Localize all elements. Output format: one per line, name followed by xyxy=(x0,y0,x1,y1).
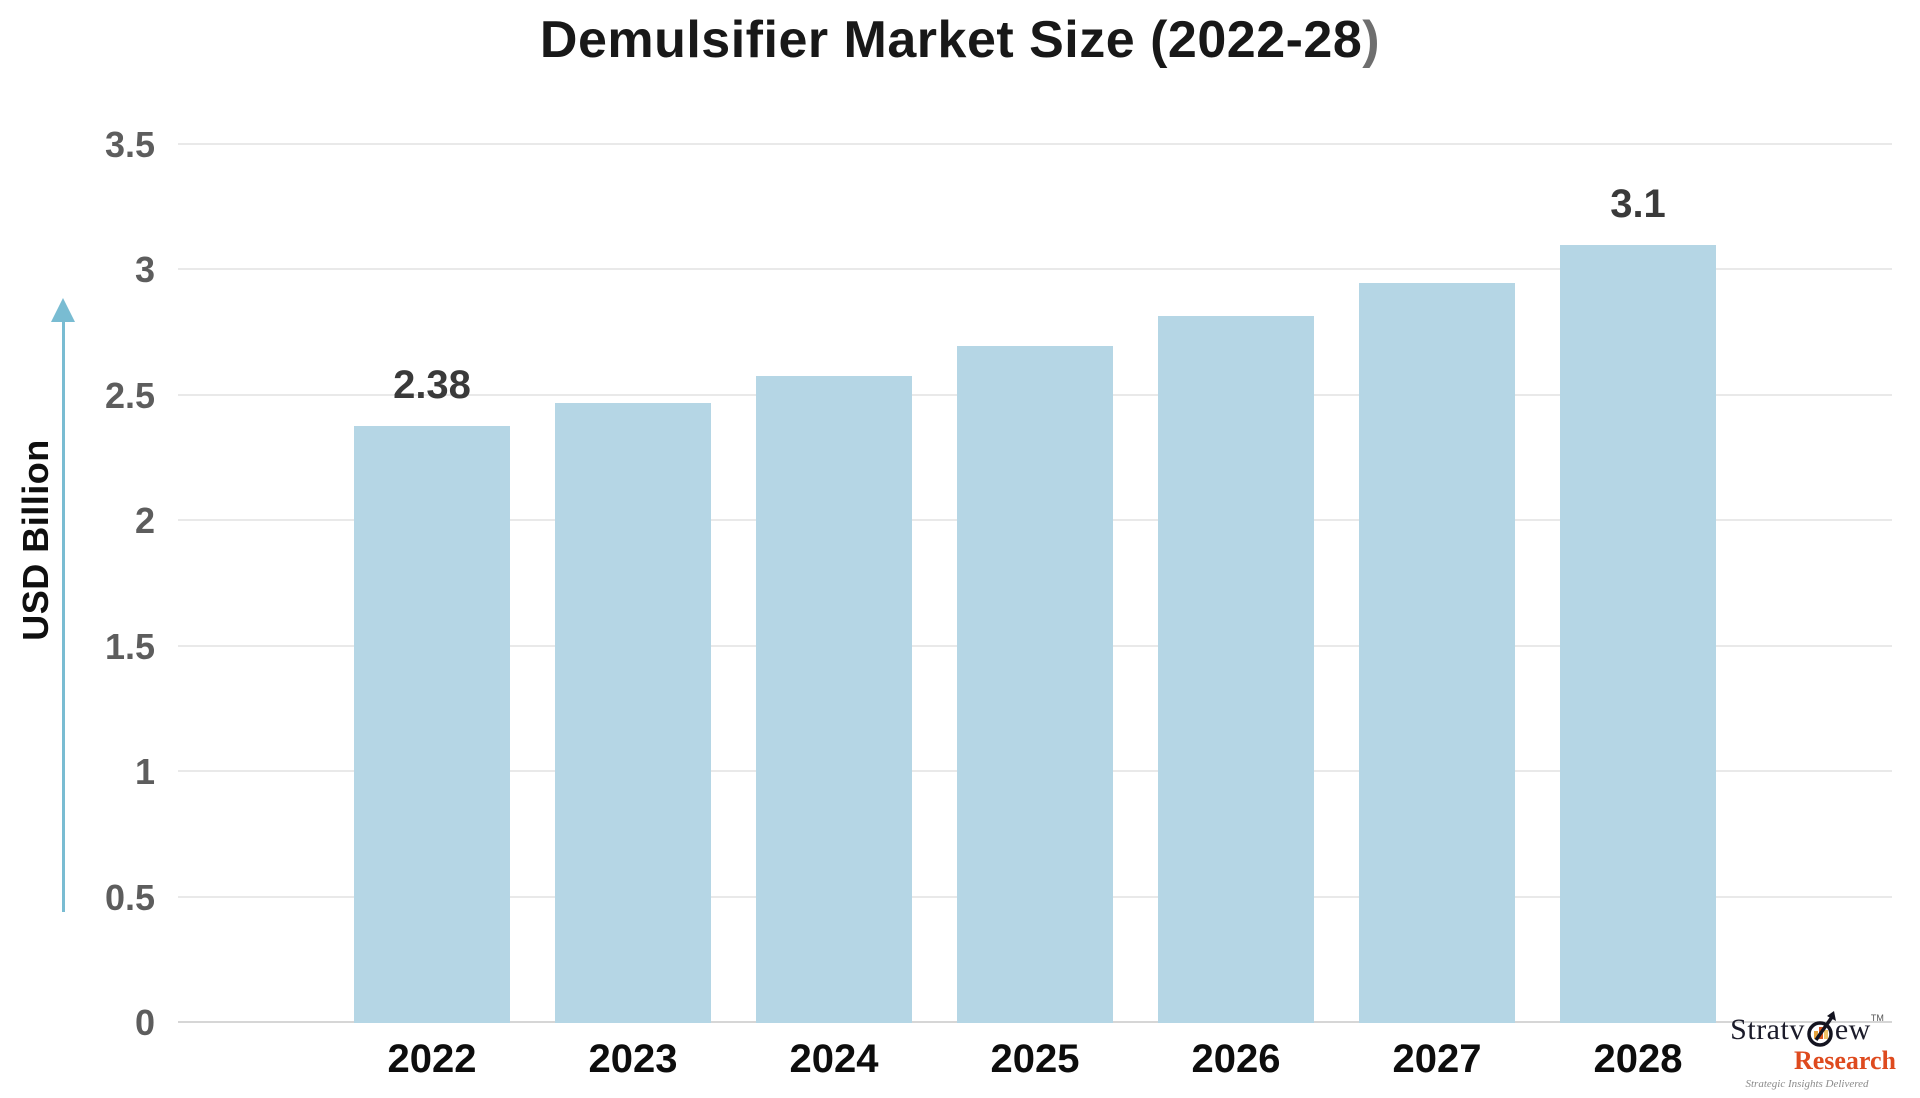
arrow-head-icon xyxy=(51,298,75,322)
y-tick-label-0.5: 0.5 xyxy=(104,876,155,918)
bar-value-label-2028: 3.1 xyxy=(1610,182,1666,227)
y-tick-label-1.5: 1.5 xyxy=(104,625,155,667)
chart-title-closing-paren: ) xyxy=(1362,11,1381,69)
stratview-logo: Stratv ew TM Research Strategic Insights… xyxy=(1712,1011,1902,1090)
bar-2026 xyxy=(1158,315,1314,1023)
y-tick-label-2: 2 xyxy=(134,500,155,542)
logo-brand-text-left: Stratv xyxy=(1730,1013,1805,1046)
logo-tagline: Strategic Insights Delivered xyxy=(1745,1078,1869,1090)
bar-value-label-2022: 2.38 xyxy=(393,362,471,407)
x-category-label-2025: 2025 xyxy=(990,1037,1080,1081)
x-category-label-2026: 2026 xyxy=(1191,1037,1281,1081)
gridline-y-3.5 xyxy=(178,143,1892,145)
bar-2025 xyxy=(957,345,1113,1023)
bar-2024 xyxy=(756,375,912,1023)
gridline-y-3 xyxy=(178,268,1892,271)
x-category-label-2024: 2024 xyxy=(789,1037,879,1081)
bar-2022 xyxy=(354,425,510,1023)
y-tick-label-3.5: 3.5 xyxy=(104,124,155,165)
bar-2023 xyxy=(555,403,711,1023)
plot-area: 2.38 2022 2023 2024 2025 2026 2027 3.1 2028 xyxy=(178,143,1892,1081)
arrow-line xyxy=(62,320,65,912)
y-tick-label-2.5: 2.5 xyxy=(104,374,155,416)
x-category-label-2027: 2027 xyxy=(1392,1037,1482,1081)
logo-brand-text-right: ew xyxy=(1834,1013,1871,1046)
bar-2027 xyxy=(1359,282,1515,1023)
chart-title-text: Demulsifier Market Size (2022-28 xyxy=(539,11,1363,69)
x-category-label-2022: 2022 xyxy=(387,1037,477,1081)
trademark-symbol: TM xyxy=(1870,1013,1884,1023)
y-tick-label-3: 3 xyxy=(134,249,155,291)
magnifier-arrow-icon xyxy=(1803,1011,1837,1047)
logo-product-text: Research xyxy=(1793,1046,1896,1075)
x-category-label-2028: 2028 xyxy=(1593,1037,1683,1081)
y-tick-label-1: 1 xyxy=(134,751,155,793)
x-category-label-2023: 2023 xyxy=(588,1037,678,1081)
chart-title: Demulsifier Market Size (2022-28) xyxy=(0,10,1920,70)
bar-2028 xyxy=(1560,245,1716,1023)
y-tick-label-0: 0 xyxy=(134,1002,155,1043)
logo-brand-row: Stratv ew TM xyxy=(1712,1011,1902,1047)
